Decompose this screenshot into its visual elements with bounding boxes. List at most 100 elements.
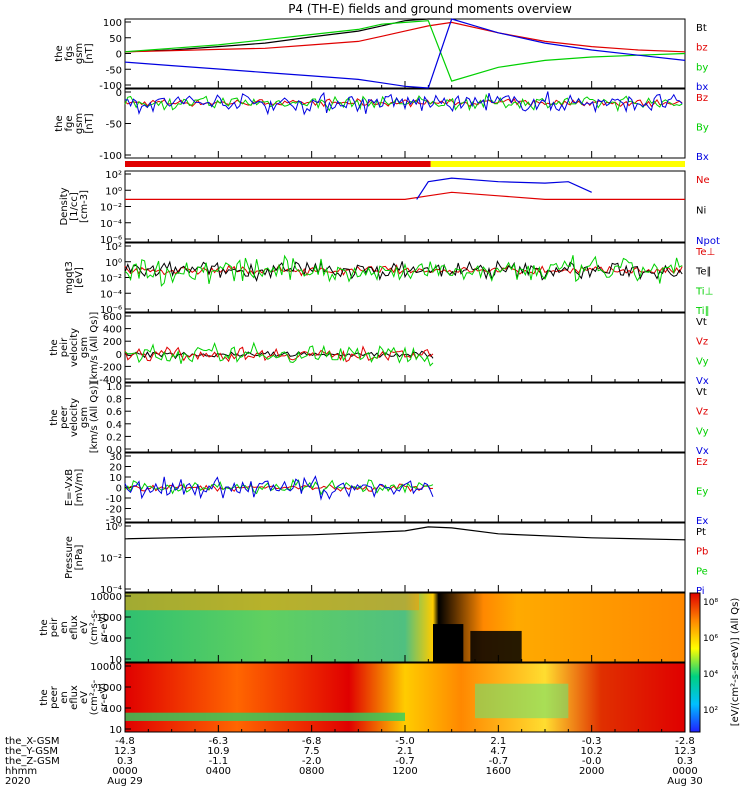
legend-Vz: Vz xyxy=(696,337,708,348)
legend-Pt: Pt xyxy=(696,527,706,538)
y-axis-label: thepeirvelocitygsm[km/s (All Qs)] xyxy=(49,312,100,384)
y-tick-label: 0 xyxy=(116,88,122,99)
legend-Pb: Pb xyxy=(696,547,708,558)
spectrogram-mid-energy xyxy=(475,683,569,719)
legend-Vy: Vy xyxy=(696,426,709,437)
y-tick-label: 0.4 xyxy=(106,420,122,431)
y-axis-label: thefgegsm[nT] xyxy=(54,113,95,134)
ephem-value: 1600 xyxy=(486,766,511,777)
ephem-row-label: the_Z-GSM xyxy=(5,756,60,767)
panel-peir-eflux: 10000 1000 100 10 thepeirenefluxeV(cm²-s-sr-… xyxy=(39,592,686,666)
y-tick-label: -100 xyxy=(99,151,122,162)
colorbar-tick-label: 10⁸ xyxy=(703,598,718,608)
y-axis-label-line: en xyxy=(59,621,70,634)
ephem-value: 10.2 xyxy=(581,746,603,757)
ephem-value: -2.0 xyxy=(302,756,322,767)
y-axis-label: thefgsgsm[nT] xyxy=(54,43,95,64)
status-bar-red xyxy=(125,161,431,167)
legend-Ti∥: Ti∥ xyxy=(695,306,710,317)
ephem-value: 7.5 xyxy=(304,746,320,757)
legend-Vt: Vt xyxy=(696,387,707,398)
y-axis-label-line: eV xyxy=(79,621,90,634)
y-tick-label: -50 xyxy=(106,120,122,131)
y-axis-label-line: [nT] xyxy=(84,43,95,63)
y-axis-label: thepeirenefluxeV(cm²-s-sr-eV) xyxy=(39,609,110,645)
y-tick-label: 100 xyxy=(103,634,122,645)
panel-frame xyxy=(124,382,686,453)
y-tick-label: 100 xyxy=(103,704,122,715)
colorbar-bar xyxy=(689,592,701,733)
y-tick-label: 0.2 xyxy=(106,432,122,443)
legend-Vx: Vx xyxy=(696,376,709,387)
ephem-value: 2.1 xyxy=(490,736,506,747)
legend-Vz: Vz xyxy=(696,407,708,418)
y-tick-label: 10⁻⁴ xyxy=(100,219,122,230)
ephem-value: -0.0 xyxy=(582,756,602,767)
y-tick-label: 10⁻⁴ xyxy=(100,289,122,300)
spectrogram-dark-region xyxy=(470,630,522,662)
y-tick-label: -400 xyxy=(99,375,122,386)
y-axis-label-line: eflux xyxy=(69,615,80,640)
ephem-value: -5.0 xyxy=(395,736,415,747)
y-axis-label-line: gsm xyxy=(74,113,85,134)
y-axis-label-line: en xyxy=(59,691,70,704)
status-bar-yellow xyxy=(430,161,685,167)
trace-Pt xyxy=(124,526,686,541)
y-tick-label: 10² xyxy=(105,170,122,181)
y-tick-label: 1000 xyxy=(97,613,122,624)
y-tick-label: 0 xyxy=(116,484,122,495)
legend-Ey: Ey xyxy=(696,487,708,498)
y-axis-label-line: gsm xyxy=(74,43,85,64)
y-axis-label-line: [nPa] xyxy=(74,544,85,570)
y-tick-label: -50 xyxy=(106,65,122,76)
panels-group: 100500-50-100thefgsgsm[nT]Btbzbybx0-50-1… xyxy=(39,18,720,736)
ephem-value: -1.1 xyxy=(209,756,229,767)
legend-Ez: Ez xyxy=(696,457,708,468)
ephem-value: 2000 xyxy=(579,766,604,777)
legend-Npot: Npot xyxy=(696,236,720,247)
spectrogram-dark-region xyxy=(433,624,464,662)
y-axis-label-line: [nT] xyxy=(84,113,95,133)
ephem-row-label: the_X-GSM xyxy=(5,736,59,747)
panel-frame xyxy=(124,522,686,593)
y-tick-label: 0 xyxy=(116,50,122,61)
y-axis-label-line: the xyxy=(39,619,50,635)
ephem-value: -0.7 xyxy=(395,756,415,767)
ephem-value: -0.7 xyxy=(489,756,509,767)
y-axis-label-line: the xyxy=(54,45,65,61)
ephem-value: -6.3 xyxy=(209,736,229,747)
ephem-value: 0000 xyxy=(672,766,697,777)
y-tick-label: 0.0 xyxy=(106,445,122,456)
legend-Ti⊥: Ti⊥ xyxy=(695,286,713,297)
trace-Bt xyxy=(124,18,440,53)
trace-Ne xyxy=(125,191,685,200)
trace-by xyxy=(124,20,686,82)
trace-Npot xyxy=(416,177,592,200)
y-axis-label-line: Density xyxy=(59,187,70,225)
ephem-value: 4.7 xyxy=(490,746,506,757)
legend-Vt: Vt xyxy=(696,317,707,328)
y-axis-label-line: sr-eV) xyxy=(99,613,110,642)
trace-noise xyxy=(124,341,434,367)
legend-Ex: Ex xyxy=(696,516,708,527)
y-axis-label-line: (cm²-s- xyxy=(89,609,100,645)
spectrogram-low-energy xyxy=(125,712,405,721)
trace-noise xyxy=(124,350,434,360)
y-tick-label: 10 xyxy=(109,655,122,666)
ephem-value: 0400 xyxy=(206,766,231,777)
y-axis-label-line: fge xyxy=(64,115,75,131)
y-tick-label: 10000 xyxy=(90,662,122,673)
y-axis-label-line: Pressure xyxy=(64,536,75,579)
panel-pressure: 10⁰ 10⁻² 10⁻⁴ Pressure[nPa] Pt Pb Pe Pi xyxy=(64,522,708,597)
y-tick-label: -20 xyxy=(106,505,122,516)
legend-Bz: Bz xyxy=(696,93,708,104)
plot-title: P4 (TH-E) fields and ground moments over… xyxy=(288,2,572,16)
colorbar-tick-label: 10² xyxy=(703,706,718,716)
y-axis-label-line: [cm-3] xyxy=(79,190,90,223)
legend-bx: bx xyxy=(696,82,708,93)
y-axis-label: mgqt3[eV] xyxy=(64,261,85,294)
y-axis-label-line: (cm²-s- xyxy=(89,679,100,715)
y-axis-label-line: the xyxy=(49,339,60,355)
y-tick-label: 0.6 xyxy=(106,407,122,418)
panel-peer-eflux: 10000 1000 100 10 thepeerenefluxeV(cm²-s-sr-… xyxy=(39,662,686,736)
